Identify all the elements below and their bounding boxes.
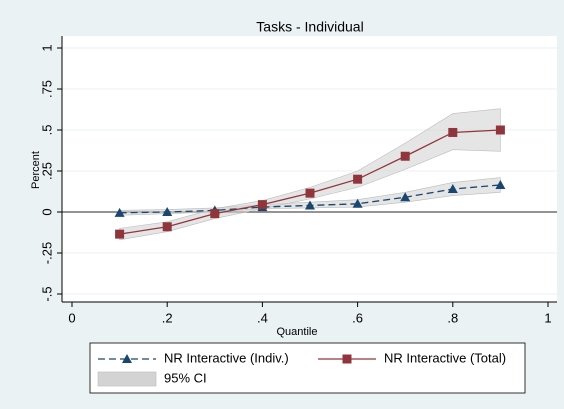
x-tick-label: .4 — [257, 310, 268, 325]
data-point — [305, 200, 315, 210]
y-tick-label: 0 — [39, 208, 54, 215]
x-tick-label: .6 — [352, 310, 363, 325]
y-tick-label: -.25 — [39, 242, 54, 264]
y-tick-label: 1 — [39, 44, 54, 51]
data-point — [400, 151, 410, 161]
x-tick-label: .8 — [447, 310, 458, 325]
data-point — [495, 125, 505, 135]
data-point — [400, 192, 411, 202]
data-point — [115, 229, 125, 239]
data-point — [447, 184, 458, 194]
data-point — [114, 207, 125, 217]
y-tick-label: .75 — [39, 80, 54, 98]
data-point — [257, 200, 267, 210]
data-point — [353, 174, 363, 184]
data-point — [162, 207, 173, 216]
legend-swatch — [97, 371, 157, 387]
legend-marker — [122, 354, 132, 363]
x-axis-label: Quantile — [277, 326, 318, 338]
data-point — [495, 179, 506, 189]
data-point — [210, 209, 220, 219]
y-tick-label: .25 — [39, 162, 54, 180]
y-tick-label: .5 — [39, 125, 54, 136]
x-tick-label: 1 — [544, 310, 551, 325]
legend-marker — [342, 354, 352, 364]
chart-title: Tasks - Individual — [256, 19, 363, 35]
legend-label: NR Interactive (Total) — [384, 350, 506, 365]
data-point — [448, 127, 458, 137]
y-axis-label: Percent — [30, 151, 42, 189]
data-point — [352, 198, 363, 208]
legend-label: NR Interactive (Indiv.) — [164, 350, 289, 365]
plot-area — [62, 36, 557, 302]
legend-label: 95% CI — [164, 370, 207, 385]
x-tick-label: .2 — [162, 310, 173, 325]
data-point — [305, 188, 315, 198]
y-tick-label: -.5 — [39, 286, 54, 301]
legend — [89, 342, 526, 394]
data-point — [162, 222, 172, 232]
x-tick-label: 0 — [68, 310, 75, 325]
